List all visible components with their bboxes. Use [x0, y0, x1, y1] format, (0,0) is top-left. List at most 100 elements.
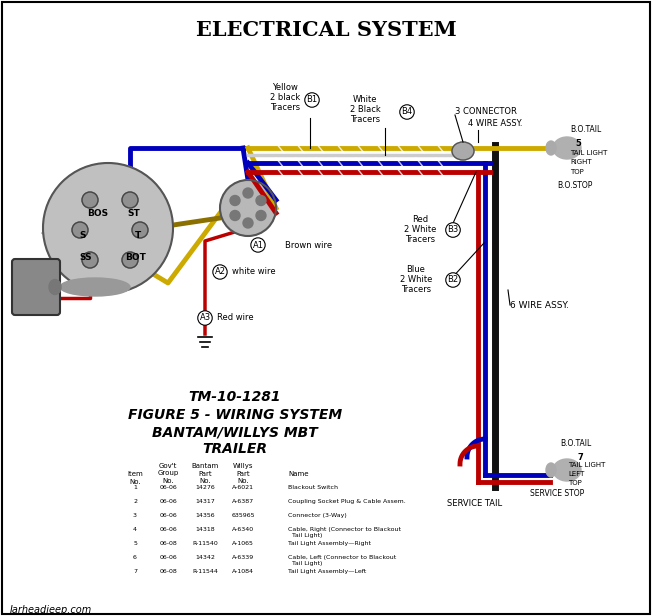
- Text: white wire: white wire: [232, 267, 276, 277]
- Text: 2 White: 2 White: [404, 225, 436, 235]
- Text: FIGURE 5 - WIRING SYSTEM: FIGURE 5 - WIRING SYSTEM: [128, 408, 342, 422]
- Text: B2: B2: [447, 275, 458, 285]
- Text: 2 White: 2 White: [400, 275, 432, 285]
- Text: Connector (3-Way): Connector (3-Way): [288, 513, 347, 518]
- Text: Yellow: Yellow: [272, 84, 298, 92]
- Text: Cable, Left (Connector to Blackout
  Tail Light): Cable, Left (Connector to Blackout Tail …: [288, 555, 396, 566]
- Text: 2 black: 2 black: [270, 94, 300, 102]
- Circle shape: [256, 195, 266, 206]
- Text: TM-10-1281: TM-10-1281: [188, 390, 281, 404]
- Circle shape: [243, 188, 253, 198]
- Text: 06-06: 06-06: [159, 555, 177, 560]
- Text: Willys
Part
No.: Willys Part No.: [233, 463, 253, 484]
- Text: Tracers: Tracers: [350, 116, 380, 124]
- Text: R-11544: R-11544: [192, 569, 218, 574]
- Circle shape: [82, 252, 98, 268]
- Text: 7: 7: [578, 453, 584, 463]
- Text: Red wire: Red wire: [217, 314, 254, 323]
- Text: Gov't
Group
No.: Gov't Group No.: [157, 463, 179, 484]
- Ellipse shape: [60, 278, 130, 296]
- Circle shape: [122, 252, 138, 268]
- Circle shape: [122, 192, 138, 208]
- Text: B.O.TAIL: B.O.TAIL: [560, 439, 591, 447]
- Text: Jarheadjeep.com: Jarheadjeep.com: [10, 605, 92, 615]
- Text: 4 WIRE ASSY.: 4 WIRE ASSY.: [468, 120, 522, 129]
- Text: TOP: TOP: [568, 480, 582, 486]
- Text: 5: 5: [133, 541, 137, 546]
- Text: A-6340: A-6340: [232, 527, 254, 532]
- Text: TAIL LIGHT: TAIL LIGHT: [568, 462, 605, 468]
- Circle shape: [243, 218, 253, 228]
- Circle shape: [72, 222, 88, 238]
- FancyBboxPatch shape: [12, 259, 60, 315]
- Text: 3 CONNECTOR: 3 CONNECTOR: [455, 108, 517, 116]
- Text: 06-06: 06-06: [159, 499, 177, 504]
- Ellipse shape: [49, 280, 61, 294]
- Text: Tracers: Tracers: [401, 285, 431, 294]
- Circle shape: [132, 222, 148, 238]
- Text: B1: B1: [306, 95, 318, 105]
- Text: A-6021: A-6021: [232, 485, 254, 490]
- Text: 4: 4: [133, 527, 137, 532]
- Text: 14276: 14276: [195, 485, 215, 490]
- Text: B3: B3: [447, 225, 458, 235]
- Text: Tail Light Assembly—Right: Tail Light Assembly—Right: [288, 541, 371, 546]
- Text: A3: A3: [200, 314, 211, 323]
- Text: 6: 6: [133, 555, 137, 560]
- Ellipse shape: [546, 463, 556, 477]
- Circle shape: [43, 163, 173, 293]
- Text: TOP: TOP: [570, 169, 584, 175]
- Text: 5: 5: [575, 139, 581, 147]
- Text: B.O.TAIL: B.O.TAIL: [570, 126, 601, 134]
- Text: 06-08: 06-08: [159, 569, 177, 574]
- Text: A-6339: A-6339: [232, 555, 254, 560]
- Text: Blue: Blue: [407, 265, 426, 275]
- Text: White: White: [353, 95, 378, 105]
- Text: R-11540: R-11540: [192, 541, 218, 546]
- Text: T: T: [135, 232, 141, 240]
- Text: Tracers: Tracers: [270, 103, 300, 113]
- Text: 3: 3: [133, 513, 137, 518]
- Circle shape: [230, 195, 240, 206]
- Text: 06-06: 06-06: [159, 513, 177, 518]
- Text: A-1065: A-1065: [232, 541, 254, 546]
- Text: Bantam
Part
No.: Bantam Part No.: [192, 463, 218, 484]
- Text: A-1084: A-1084: [232, 569, 254, 574]
- Text: 6 WIRE ASSY.: 6 WIRE ASSY.: [510, 301, 569, 309]
- Text: B.O.STOP: B.O.STOP: [557, 180, 593, 190]
- Text: RIGHT: RIGHT: [570, 159, 591, 165]
- Text: Tail Light Assembly—Left: Tail Light Assembly—Left: [288, 569, 366, 574]
- Text: 1: 1: [133, 485, 137, 490]
- Text: SERVICE STOP: SERVICE STOP: [530, 488, 584, 498]
- Text: TRAILER: TRAILER: [203, 442, 267, 456]
- Text: 2: 2: [133, 499, 137, 504]
- Text: Red: Red: [412, 216, 428, 224]
- Text: 14318: 14318: [195, 527, 215, 532]
- Text: LEFT: LEFT: [568, 471, 584, 477]
- Text: 635965: 635965: [231, 513, 255, 518]
- Circle shape: [220, 180, 276, 236]
- Text: BOT: BOT: [126, 254, 147, 262]
- Text: Coupling Socket Plug & Cable Assem.: Coupling Socket Plug & Cable Assem.: [288, 499, 406, 504]
- Text: 14342: 14342: [195, 555, 215, 560]
- Text: S: S: [80, 232, 86, 240]
- Text: Brown wire: Brown wire: [285, 240, 332, 249]
- Text: A-6387: A-6387: [232, 499, 254, 504]
- Circle shape: [256, 211, 266, 221]
- Ellipse shape: [553, 459, 581, 481]
- Text: Blackout Switch: Blackout Switch: [288, 485, 338, 490]
- Ellipse shape: [546, 141, 556, 155]
- Text: Name: Name: [288, 471, 308, 477]
- Text: ST: ST: [128, 208, 140, 217]
- Text: SERVICE TAIL: SERVICE TAIL: [447, 498, 502, 508]
- Circle shape: [230, 211, 240, 221]
- Ellipse shape: [553, 137, 581, 159]
- Text: A1: A1: [252, 240, 263, 249]
- Text: ELECTRICAL SYSTEM: ELECTRICAL SYSTEM: [196, 20, 456, 40]
- Text: 06-06: 06-06: [159, 527, 177, 532]
- Text: TAIL LIGHT: TAIL LIGHT: [570, 150, 608, 156]
- Text: BOS: BOS: [87, 208, 109, 217]
- Text: 14317: 14317: [195, 499, 215, 504]
- Text: Tracers: Tracers: [405, 235, 435, 245]
- Text: Item
No.: Item No.: [127, 471, 143, 485]
